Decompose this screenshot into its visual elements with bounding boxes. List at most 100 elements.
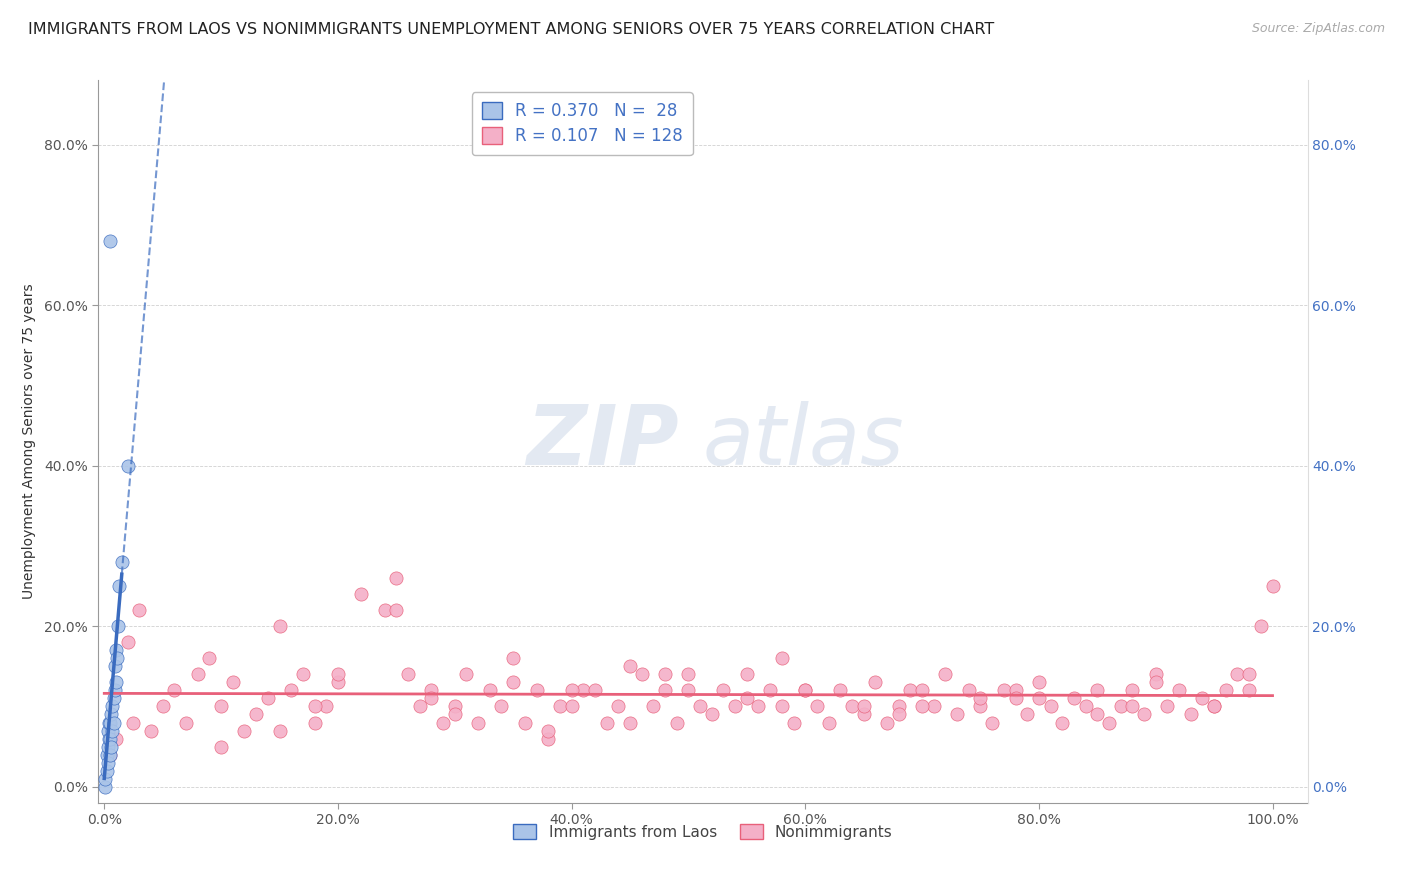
Point: [934, 667, 956, 681]
Point: [174, 715, 197, 730]
Point: [103, 715, 125, 730]
Point: [561, 699, 583, 714]
Point: [163, 683, 186, 698]
Point: [678, 667, 700, 681]
Point: [561, 683, 583, 698]
Point: [256, 691, 278, 706]
Point: [1226, 667, 1249, 681]
Point: [1144, 667, 1167, 681]
Point: [502, 651, 524, 665]
Point: [526, 683, 548, 698]
Point: [100, 707, 122, 722]
Point: [1063, 691, 1085, 706]
Point: [103, 691, 125, 706]
Point: [502, 675, 524, 690]
Point: [806, 699, 828, 714]
Point: [1121, 683, 1143, 698]
Y-axis label: Unemployment Among Seniors over 75 years: Unemployment Among Seniors over 75 years: [22, 284, 35, 599]
Point: [1028, 691, 1050, 706]
Point: [1191, 691, 1213, 706]
Point: [98, 747, 121, 762]
Point: [304, 699, 326, 714]
Point: [222, 675, 245, 690]
Point: [396, 667, 419, 681]
Point: [630, 667, 652, 681]
Point: [852, 699, 875, 714]
Point: [619, 715, 641, 730]
Point: [665, 715, 688, 730]
Point: [887, 707, 910, 722]
Point: [735, 667, 758, 681]
Point: [1017, 707, 1039, 722]
Point: [111, 555, 134, 569]
Point: [139, 723, 162, 738]
Point: [101, 699, 124, 714]
Point: [108, 579, 131, 593]
Point: [128, 603, 150, 617]
Point: [326, 667, 349, 681]
Point: [946, 707, 969, 722]
Point: [104, 683, 127, 698]
Point: [957, 683, 980, 698]
Point: [269, 723, 291, 738]
Point: [678, 683, 700, 698]
Point: [385, 603, 408, 617]
Text: Source: ZipAtlas.com: Source: ZipAtlas.com: [1251, 22, 1385, 36]
Point: [1133, 707, 1156, 722]
Point: [713, 683, 735, 698]
Point: [304, 715, 326, 730]
Point: [187, 667, 209, 681]
Point: [1215, 683, 1237, 698]
Point: [1039, 699, 1062, 714]
Point: [770, 651, 793, 665]
Point: [1168, 683, 1191, 698]
Point: [922, 699, 945, 714]
Point: [467, 715, 489, 730]
Point: [152, 699, 174, 714]
Point: [1144, 675, 1167, 690]
Point: [689, 699, 711, 714]
Point: [117, 635, 139, 649]
Point: [735, 691, 758, 706]
Point: [100, 739, 122, 754]
Point: [96, 747, 118, 762]
Point: [643, 699, 665, 714]
Point: [315, 699, 337, 714]
Point: [1180, 707, 1202, 722]
Point: [993, 683, 1015, 698]
Point: [830, 683, 852, 698]
Point: [98, 731, 121, 746]
Point: [233, 723, 256, 738]
Point: [1204, 699, 1226, 714]
Text: ZIP: ZIP: [526, 401, 679, 482]
Point: [209, 699, 232, 714]
Point: [122, 715, 145, 730]
Point: [98, 747, 121, 762]
Point: [619, 659, 641, 673]
Point: [101, 723, 124, 738]
Point: [97, 739, 120, 754]
Point: [104, 643, 127, 657]
Point: [537, 723, 560, 738]
Point: [104, 675, 127, 690]
Point: [326, 675, 349, 690]
Point: [794, 683, 817, 698]
Point: [981, 715, 1004, 730]
Point: [104, 659, 127, 673]
Point: [1085, 707, 1108, 722]
Point: [105, 651, 128, 665]
Point: [209, 739, 232, 754]
Point: [350, 587, 373, 601]
Point: [291, 667, 314, 681]
Point: [794, 683, 817, 698]
Point: [513, 715, 536, 730]
Point: [97, 715, 120, 730]
Point: [456, 667, 478, 681]
Point: [97, 723, 120, 738]
Point: [724, 699, 747, 714]
Point: [1237, 683, 1260, 698]
Point: [96, 764, 118, 778]
Point: [385, 571, 408, 585]
Point: [969, 699, 991, 714]
Point: [269, 619, 291, 633]
